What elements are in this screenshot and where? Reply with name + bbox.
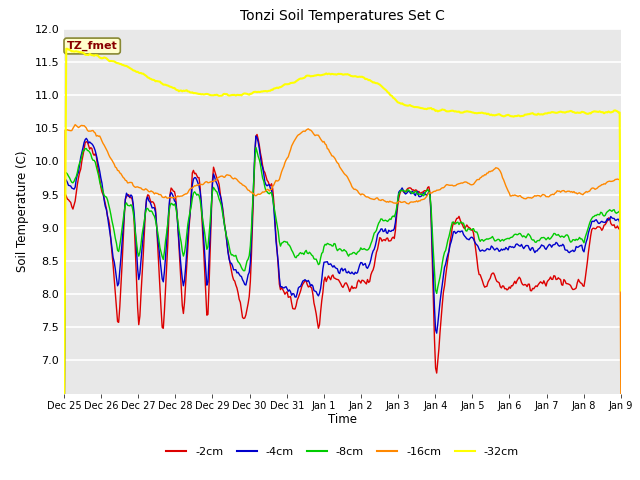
Text: TZ_fmet: TZ_fmet [67,41,118,51]
X-axis label: Time: Time [328,413,357,426]
Legend: -2cm, -4cm, -8cm, -16cm, -32cm: -2cm, -4cm, -8cm, -16cm, -32cm [162,442,523,461]
Y-axis label: Soil Temperature (C): Soil Temperature (C) [16,150,29,272]
Title: Tonzi Soil Temperatures Set C: Tonzi Soil Temperatures Set C [240,10,445,24]
